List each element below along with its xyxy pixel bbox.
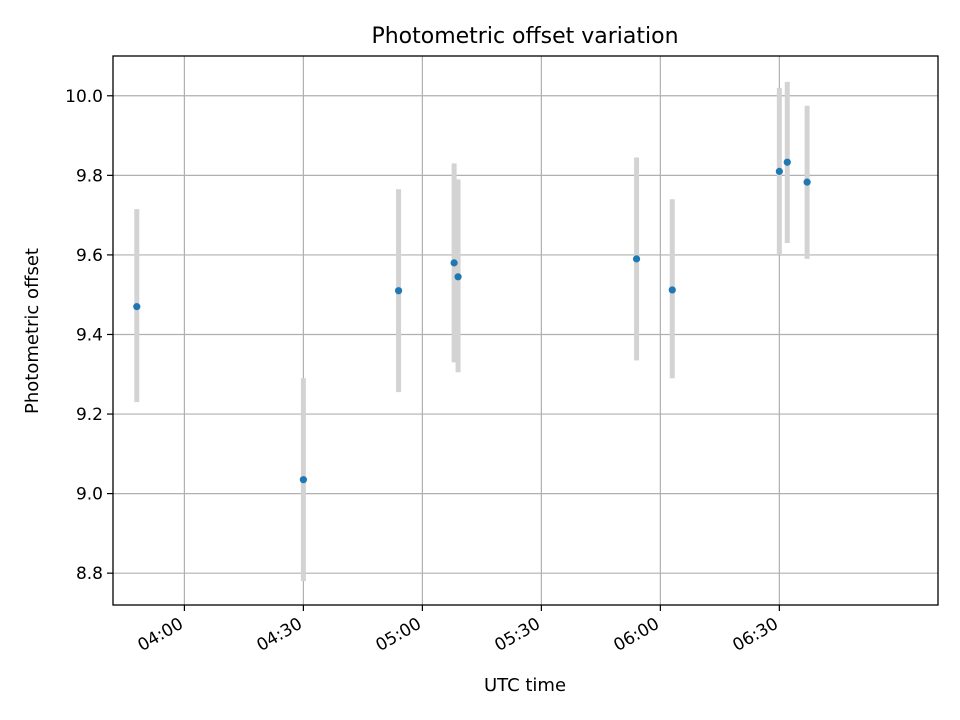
y-axis-label: Photometric offset — [22, 248, 43, 414]
data-point — [299, 476, 307, 484]
data-point — [454, 273, 462, 281]
data-point — [775, 167, 783, 175]
y-tick-label: 9.4 — [76, 325, 103, 345]
y-tick-label: 9.0 — [76, 485, 103, 505]
data-point — [668, 286, 676, 294]
y-tick-label: 8.8 — [76, 564, 103, 584]
x-axis-label: UTC time — [484, 675, 566, 696]
data-point — [783, 158, 791, 166]
data-point — [450, 259, 458, 267]
y-axis-ticks: 8.8 9.0 9.2 9.4 9.6 9.8 10.0 — [65, 87, 113, 584]
data-points — [133, 158, 811, 484]
y-tick-label: 9.8 — [76, 166, 103, 186]
data-point — [632, 255, 641, 263]
chart-title: Photometric offset variation — [371, 24, 678, 49]
y-tick-label: 9.6 — [76, 246, 103, 266]
data-point — [803, 178, 811, 186]
data-point — [394, 287, 403, 295]
data-point — [133, 303, 141, 311]
y-tick-label: 9.2 — [76, 405, 103, 425]
plot-frame — [112, 55, 939, 606]
y-tick-label: 10.0 — [65, 87, 103, 107]
